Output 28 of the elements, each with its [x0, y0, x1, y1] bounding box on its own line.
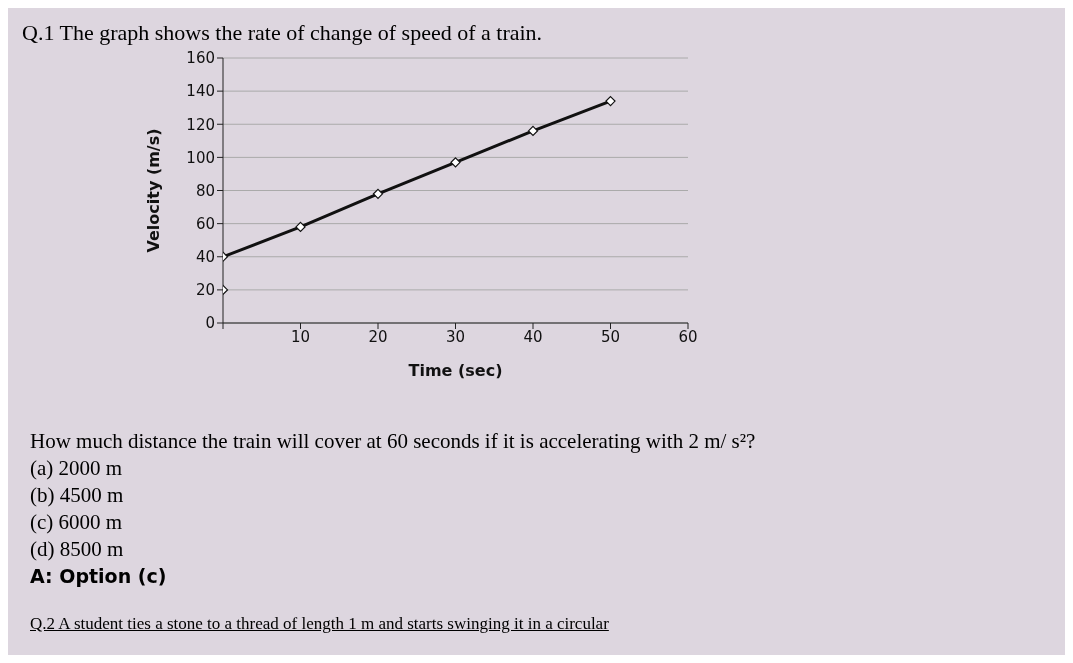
y-axis-title: Velocity (m/s): [143, 128, 163, 253]
text: (d) 8500 m: [30, 536, 125, 563]
y-tick-label: 40: [195, 248, 215, 267]
y-tick-label: 80: [195, 181, 215, 200]
y-tick-label: 100: [186, 148, 215, 167]
x-tick-label: 60: [678, 327, 698, 346]
x-tick-label: 20: [368, 327, 388, 346]
text: Q.2 A student ties a stone to a thread of length 1 m and starts swinging it in a circular: [30, 613, 610, 635]
y-tick-label: 140: [186, 82, 215, 101]
y-tick-label: 120: [186, 115, 215, 134]
text: (c) 6000 m: [30, 509, 124, 536]
x-axis-title: Time (sec): [408, 361, 503, 380]
x-tick-label: 30: [445, 327, 466, 346]
x-tick-label: 40: [523, 327, 543, 346]
y-tick-label: 160: [186, 49, 215, 68]
point: [527, 125, 539, 136]
y-tick-label: 20: [195, 281, 215, 300]
y-tick-label: 0: [205, 314, 215, 333]
text: (b) 4500 m: [30, 482, 125, 509]
point: [372, 188, 384, 199]
y-tick-label: 60: [195, 214, 215, 233]
point: [450, 157, 461, 168]
x-tick-label: 10: [290, 327, 311, 346]
text: How much distance the train will cover at 60 seconds if it is accelerating with 2 m/ s²?: [30, 428, 756, 455]
chart-title: Q.1 The graph shows the rate of change of speed of a train.: [22, 20, 543, 46]
text: (a) 2000 m: [30, 455, 124, 482]
x-tick-label: 50: [600, 327, 621, 346]
text: A: Option (c): [30, 564, 168, 589]
